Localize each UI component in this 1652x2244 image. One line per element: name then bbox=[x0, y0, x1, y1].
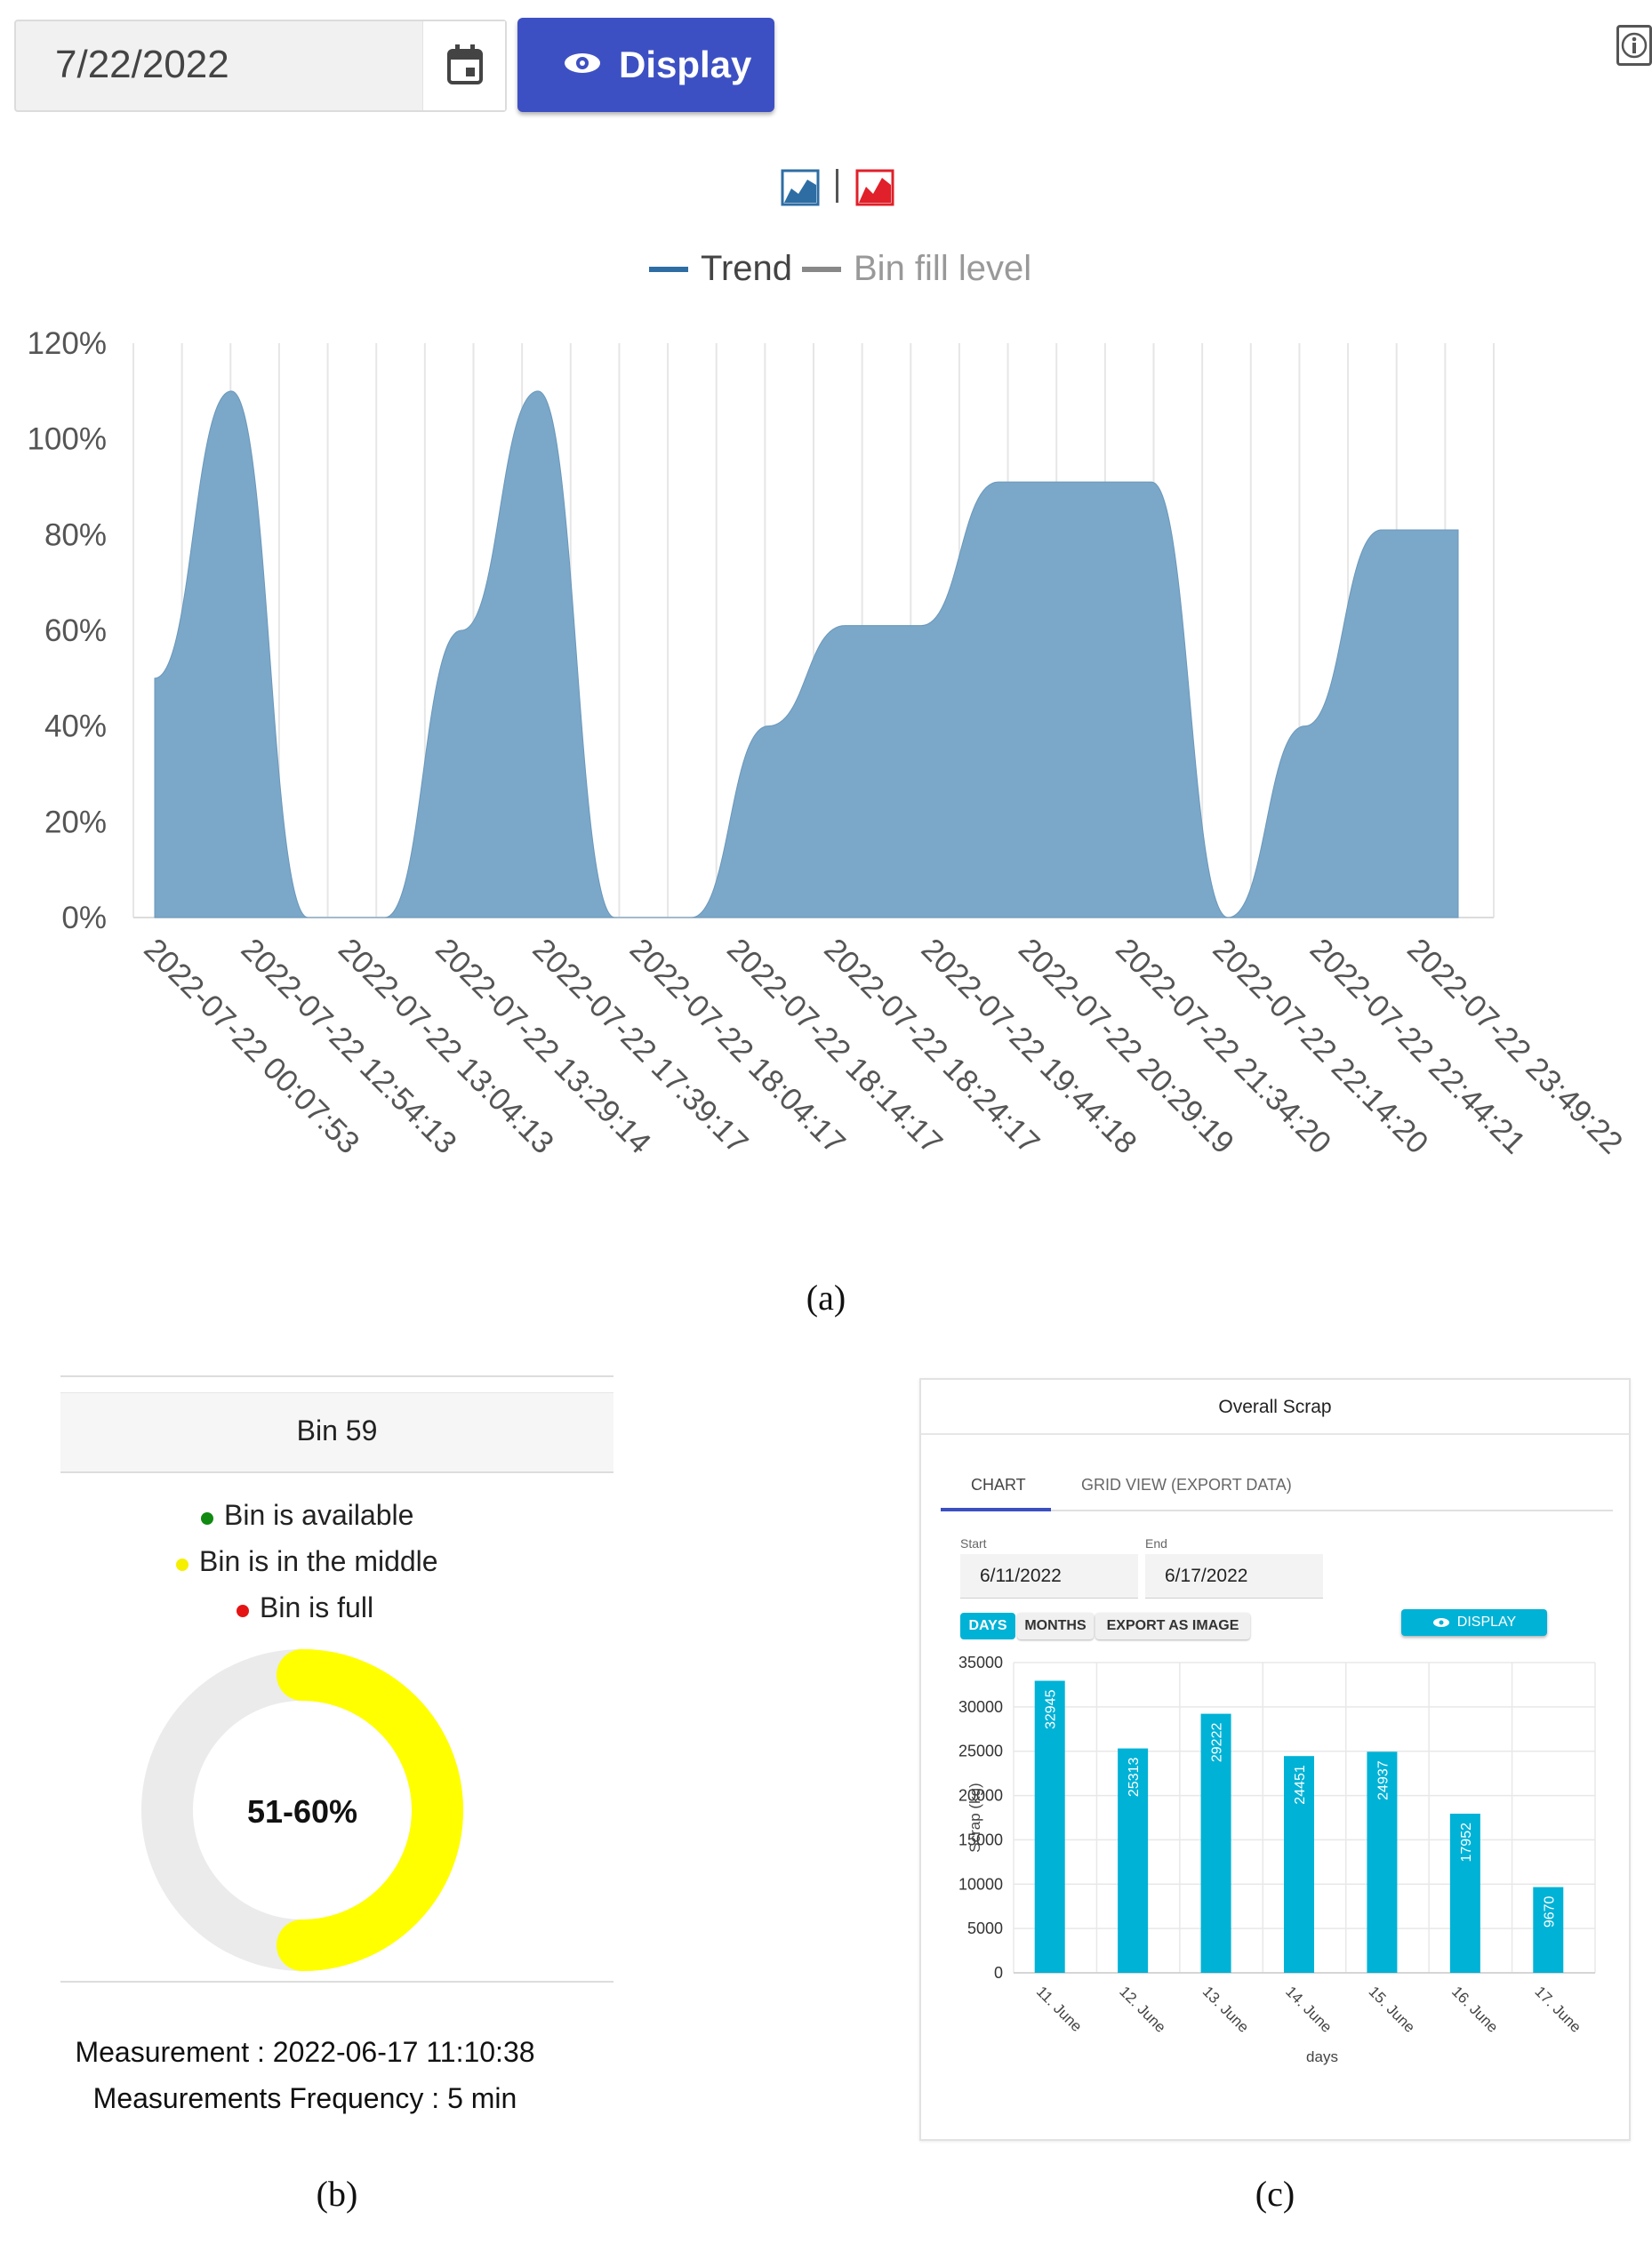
start-label: Start bbox=[960, 1536, 987, 1551]
bar-value-label: 25313 bbox=[1127, 1757, 1142, 1797]
tab-active-indicator bbox=[941, 1508, 1051, 1511]
date-value: 7/22/2022 bbox=[55, 43, 229, 86]
legend-middle-label: Bin is in the middle bbox=[199, 1545, 438, 1577]
bar-value-label: 24451 bbox=[1293, 1765, 1308, 1805]
x-tick-label: 13. June bbox=[1199, 1983, 1253, 2036]
y-tick-label: 30000 bbox=[958, 1698, 1003, 1716]
display-button[interactable]: Display bbox=[517, 18, 774, 112]
calendar-button[interactable] bbox=[422, 21, 505, 110]
y-tick-label: 15000 bbox=[958, 1831, 1003, 1848]
info-icon[interactable] bbox=[1616, 25, 1652, 66]
legend-full-label: Bin is full bbox=[260, 1591, 374, 1623]
y-tick-label: 60% bbox=[44, 613, 107, 648]
legend-available-label: Bin is available bbox=[224, 1499, 414, 1531]
bin-title: Bin 59 bbox=[296, 1415, 378, 1447]
legend-available: Bin is available bbox=[201, 1499, 413, 1532]
legend-bin-fill-swatch bbox=[802, 267, 841, 272]
bin-fill-area-chart: 120%100%80%60%40%20%0%2022-07-22 00:07:5… bbox=[27, 326, 1629, 1160]
end-label: End bbox=[1145, 1536, 1167, 1551]
y-tick-label: 80% bbox=[44, 517, 107, 552]
bar[interactable] bbox=[1034, 1680, 1065, 1973]
legend-middle: Bin is in the middle bbox=[176, 1545, 438, 1578]
bar[interactable] bbox=[1118, 1748, 1149, 1973]
y-tick-label: 40% bbox=[44, 709, 107, 744]
tab-grid-view[interactable]: GRID VIEW (EXPORT DATA) bbox=[1081, 1476, 1292, 1494]
y-tick-label: 20000 bbox=[958, 1787, 1003, 1805]
scrap-bar-chart: 35000 30000 25000 20000 15000 10000 5000 0 32945… bbox=[958, 1654, 1596, 2065]
scrap-display-label: DISPLAY bbox=[1456, 1615, 1517, 1630]
bin-card-divider bbox=[60, 1981, 613, 1983]
tab-underline bbox=[941, 1510, 1613, 1511]
bar[interactable] bbox=[1367, 1751, 1398, 1973]
calendar-icon bbox=[447, 44, 483, 84]
x-tick-label: 11. June bbox=[1033, 1983, 1086, 2035]
legend-trend-label[interactable]: Trend bbox=[701, 249, 793, 288]
bar[interactable] bbox=[1200, 1713, 1231, 1973]
bin-card-top-border bbox=[60, 1375, 613, 1377]
tab-chart[interactable]: CHART bbox=[971, 1476, 1026, 1494]
y-tick-label: 120% bbox=[27, 326, 107, 361]
measurement-text: Measurement : 2022-06-17 11:10:38 bbox=[75, 2036, 535, 2068]
bar-value-label: 24937 bbox=[1375, 1760, 1391, 1800]
gauge-label: 51-60% bbox=[247, 1793, 357, 1830]
icon-divider bbox=[836, 169, 838, 203]
end-date-input[interactable]: 6/17/2022 bbox=[1145, 1554, 1323, 1599]
days-button[interactable]: DAYS bbox=[960, 1613, 1015, 1639]
caption-c: (c) bbox=[1255, 2174, 1295, 2214]
x-axis-title: days bbox=[1306, 2048, 1338, 2065]
x-tick-label: 14. June bbox=[1282, 1983, 1335, 2036]
x-tick-label: 15. June bbox=[1366, 1983, 1419, 2036]
eye-icon bbox=[1432, 1617, 1449, 1627]
green-dot-icon bbox=[201, 1512, 213, 1525]
months-button[interactable]: MONTHS bbox=[1017, 1613, 1094, 1639]
area-chart-icon[interactable] bbox=[855, 169, 894, 206]
y-tick-label: 0% bbox=[61, 901, 107, 935]
y-tick-label: 0 bbox=[994, 1964, 1003, 1982]
caption-b: (b) bbox=[316, 2174, 358, 2214]
export-image-button[interactable]: EXPORT AS IMAGE bbox=[1095, 1613, 1250, 1639]
bar-value-label: 32945 bbox=[1044, 1689, 1059, 1729]
date-picker[interactable]: 7/22/2022 bbox=[14, 20, 507, 112]
bar-value-label: 29222 bbox=[1210, 1723, 1225, 1763]
x-tick-label: 16. June bbox=[1448, 1983, 1502, 2036]
bar-value-label: 9670 bbox=[1542, 1895, 1557, 1927]
display-button-label: Display bbox=[619, 44, 752, 85]
y-tick-label: 20% bbox=[44, 805, 107, 839]
legend-full: Bin is full bbox=[237, 1591, 373, 1624]
overall-scrap-card: Overall Scrap CHART GRID VIEW (EXPORT DA… bbox=[919, 1378, 1631, 2141]
bar[interactable] bbox=[1533, 1887, 1564, 1973]
y-tick-label: 100% bbox=[27, 422, 107, 457]
scrap-display-button[interactable]: DISPLAY bbox=[1401, 1609, 1547, 1636]
start-date-input[interactable]: 6/11/2022 bbox=[960, 1554, 1138, 1599]
fill-level-gauge: 51-60% bbox=[141, 1649, 463, 1971]
red-dot-icon bbox=[237, 1605, 249, 1617]
x-tick-label: 17. June bbox=[1531, 1983, 1584, 2036]
y-tick-label: 5000 bbox=[967, 1919, 1003, 1937]
line-chart-icon[interactable] bbox=[781, 169, 820, 206]
frequency-text: Measurements Frequency : 5 min bbox=[92, 2082, 517, 2114]
y-tick-label: 25000 bbox=[958, 1743, 1003, 1760]
bar[interactable] bbox=[1284, 1756, 1314, 1973]
x-tick-label: 12. June bbox=[1116, 1983, 1169, 2036]
bar-value-label: 17952 bbox=[1459, 1823, 1474, 1863]
caption-a: (a) bbox=[806, 1278, 846, 1318]
legend-bin-fill-label[interactable]: Bin fill level bbox=[854, 249, 1032, 288]
y-tick-label: 35000 bbox=[958, 1654, 1003, 1671]
bar[interactable] bbox=[1449, 1813, 1480, 1973]
bin-card-header: Bin 59 bbox=[60, 1392, 613, 1473]
y-tick-label: 10000 bbox=[958, 1875, 1003, 1893]
scrap-card-header: Overall Scrap bbox=[921, 1380, 1629, 1435]
eye-icon bbox=[565, 53, 600, 73]
y-axis-title: Scrap (kg) bbox=[966, 1783, 983, 1852]
legend-trend-swatch bbox=[649, 267, 688, 272]
yellow-dot-icon bbox=[176, 1559, 188, 1571]
gauge-fill-arc bbox=[277, 1649, 463, 1971]
bin-fill-area bbox=[154, 390, 1459, 918]
